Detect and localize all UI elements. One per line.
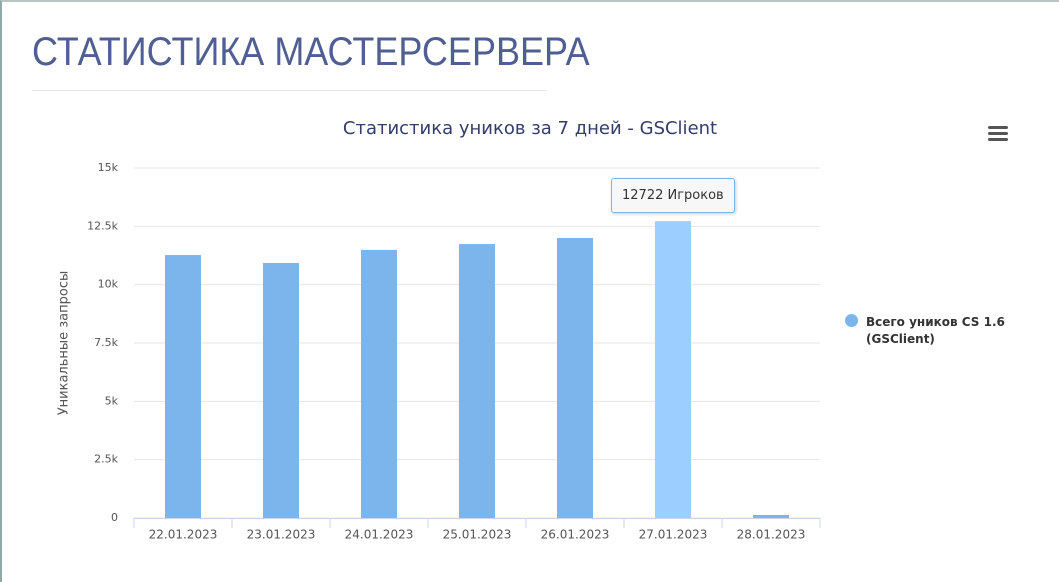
x-tick-label: 24.01.2023 [345,528,414,542]
x-tick-label: 25.01.2023 [443,528,512,542]
y-tick-label: 2.5k [94,453,118,466]
bar[interactable] [361,249,397,518]
y-tick-label: 10k [98,278,119,291]
menu-line [988,126,1008,129]
bar[interactable] [459,244,495,519]
legend-entry[interactable]: Всего уников CS 1.6 (GSClient) [866,315,1005,346]
y-axis-label: Уникальные запросы [57,271,72,416]
bar[interactable] [655,221,691,519]
y-tick-label: 0 [111,511,118,524]
x-tick-label: 23.01.2023 [247,528,316,542]
y-tick-label: 5k [105,394,119,407]
tooltip: 12722 Игроков [611,178,735,214]
legend-marker[interactable] [845,314,858,327]
x-tick-label: 26.01.2023 [541,528,610,542]
chart-title: Статистика уников за 7 дней - GSClient [343,118,717,139]
y-tick-label: 12.5k [87,219,118,232]
page-title: СТАТИСТИКА МАСТЕРСЕРВЕРА [32,30,590,74]
bar[interactable] [557,238,593,518]
x-tick-label: 28.01.2023 [737,528,806,542]
menu-line [988,132,1008,135]
bar[interactable] [263,262,299,518]
menu-line [988,138,1008,141]
bar[interactable] [753,514,789,518]
x-tick-label: 22.01.2023 [149,528,218,542]
title-rule [32,90,547,91]
x-tick-label: 27.01.2023 [639,528,708,542]
y-tick-label: 15k [98,161,119,174]
menu-button[interactable] [988,126,1008,141]
y-tick-label: 7.5k [94,336,118,349]
bar[interactable] [165,255,201,519]
